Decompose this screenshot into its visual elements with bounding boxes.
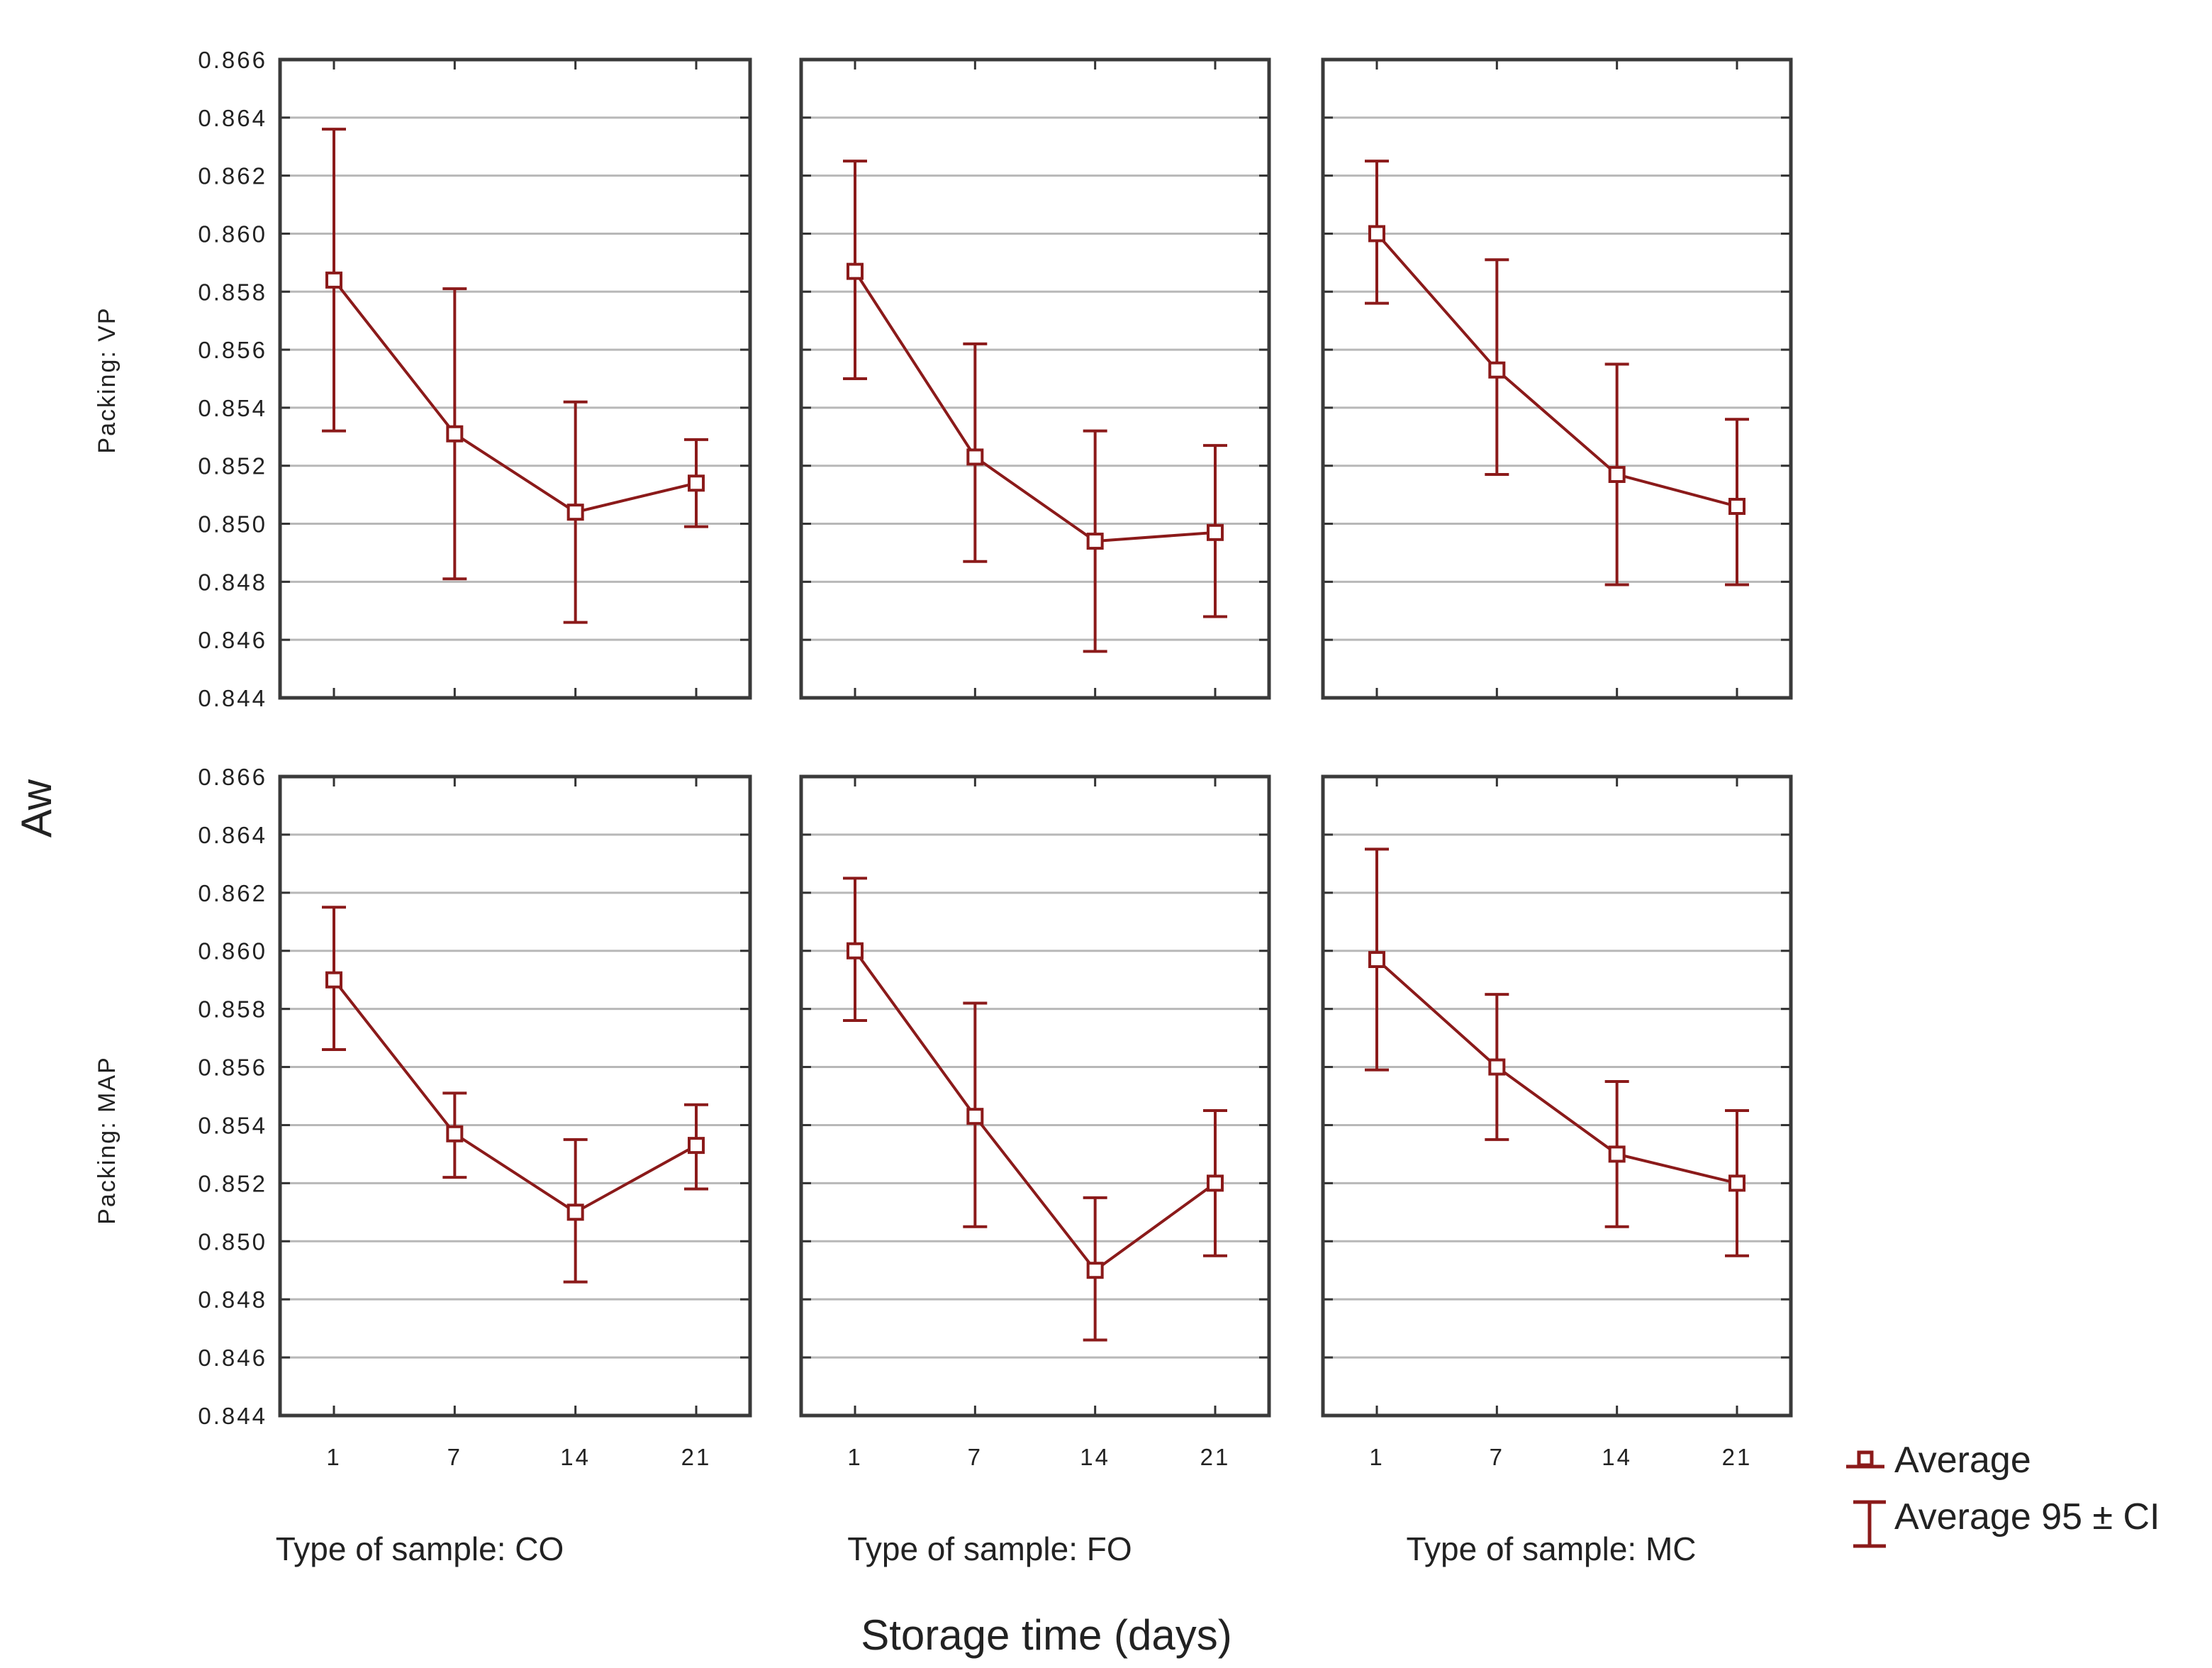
panel-frame: [799, 774, 1271, 1418]
y-tick-label: 0.856: [198, 1055, 267, 1081]
panel-frame: [278, 57, 752, 700]
y-tick-label: 0.864: [198, 822, 267, 848]
x-tick-label: 1: [326, 1444, 341, 1470]
y-tick-label: 0.860: [198, 221, 267, 247]
mean-point: [1488, 1058, 1506, 1076]
y-tick-label: 0.856: [198, 337, 267, 363]
y-tick-label: 0.858: [198, 279, 267, 305]
y-tick-label: 0.850: [198, 1228, 267, 1255]
x-tick-label: 14: [1080, 1444, 1110, 1470]
y-tick-label: 0.848: [198, 569, 267, 595]
series-line: [854, 270, 1216, 543]
mean-point: [1086, 533, 1104, 550]
x-tick-label: 21: [1200, 1444, 1231, 1470]
mean-point: [325, 271, 342, 289]
mean-point: [1728, 1174, 1745, 1192]
panel-frame: [1321, 57, 1793, 700]
legend: Average Average 95 ± CI: [1846, 1440, 2160, 1548]
mean-point: [1207, 1174, 1224, 1192]
panel-frame: [278, 774, 752, 1418]
y-tick-label: 0.844: [198, 1403, 267, 1429]
mean-point: [1368, 951, 1385, 969]
y-tick-label: 0.854: [198, 395, 267, 421]
series-line: [854, 950, 1217, 1272]
y-tick-label: 0.846: [198, 627, 267, 653]
y-axis-label: Aw: [13, 779, 60, 838]
y-tick-label: 0.852: [198, 1170, 267, 1196]
x-tick-label: 7: [447, 1444, 462, 1470]
row-label: Packing: VP: [94, 306, 121, 453]
mean-point: [966, 448, 984, 466]
marks-layer: [322, 128, 1749, 1342]
panel-frame: [799, 57, 1271, 700]
y-tick-label: 0.862: [198, 163, 267, 189]
column-label: Type of sample: CO: [276, 1530, 564, 1567]
column-label: Type of sample: MC: [1406, 1530, 1696, 1567]
y-tick-label: 0.852: [198, 453, 267, 479]
y-tick-label: 0.850: [198, 511, 267, 538]
column-label: Type of sample: FO: [847, 1530, 1132, 1567]
mean-point: [688, 1137, 705, 1155]
legend-ci-label: Average 95 ± CI: [1894, 1496, 2160, 1538]
mean-point: [847, 262, 864, 280]
y-tick-label: 0.848: [198, 1286, 267, 1313]
y-tick-label: 0.854: [198, 1112, 267, 1138]
series-line: [333, 279, 697, 514]
mean-point: [566, 1203, 584, 1221]
y-tick-label: 0.860: [198, 938, 267, 964]
x-axis-label: Storage time (days): [861, 1611, 1232, 1659]
y-tick-label: 0.866: [198, 764, 267, 790]
mean-point: [1488, 361, 1506, 379]
mean-point: [566, 504, 584, 521]
mean-point: [1207, 523, 1224, 541]
y-tick-label: 0.866: [198, 47, 267, 73]
mean-point: [1728, 498, 1745, 515]
x-tick-label: 1: [1369, 1444, 1384, 1470]
y-tick-label: 0.862: [198, 880, 267, 906]
x-tick-label: 1: [847, 1444, 862, 1470]
mean-point: [446, 1125, 464, 1142]
mean-point: [1086, 1262, 1104, 1279]
y-tick-label: 0.864: [198, 105, 267, 131]
grid-layer: [278, 57, 1793, 1418]
x-tick-label: 14: [1602, 1444, 1632, 1470]
legend-average-label: Average: [1894, 1440, 2031, 1481]
text-layer: 0.866 0.864 0.862 0.860 0.858 0.856 0.854 0.852…: [13, 47, 1753, 1659]
y-tick-label: 0.846: [198, 1345, 267, 1371]
x-tick-label: 14: [560, 1444, 591, 1470]
mean-point: [1608, 466, 1626, 483]
x-tick-label: 7: [968, 1444, 983, 1470]
x-tick-label: 21: [1722, 1444, 1753, 1470]
x-tick-label: 21: [681, 1444, 712, 1470]
mean-point: [446, 425, 464, 443]
panel-frame: [1321, 774, 1793, 1418]
series-line: [1375, 958, 1738, 1185]
y-tick-label: 0.858: [198, 996, 267, 1023]
row-label: Packing: MAP: [94, 1056, 121, 1225]
mean-point: [1608, 1145, 1626, 1163]
mean-point: [847, 942, 864, 960]
mean-point: [966, 1108, 984, 1125]
series-line: [333, 979, 697, 1214]
y-tick-label: 0.844: [198, 685, 267, 711]
mean-point: [325, 971, 342, 989]
legend-average-marker: [1857, 1450, 1874, 1467]
series-line: [1375, 233, 1738, 508]
x-tick-label: 7: [1490, 1444, 1504, 1470]
mean-point: [1368, 225, 1385, 243]
mean-point: [688, 474, 705, 492]
